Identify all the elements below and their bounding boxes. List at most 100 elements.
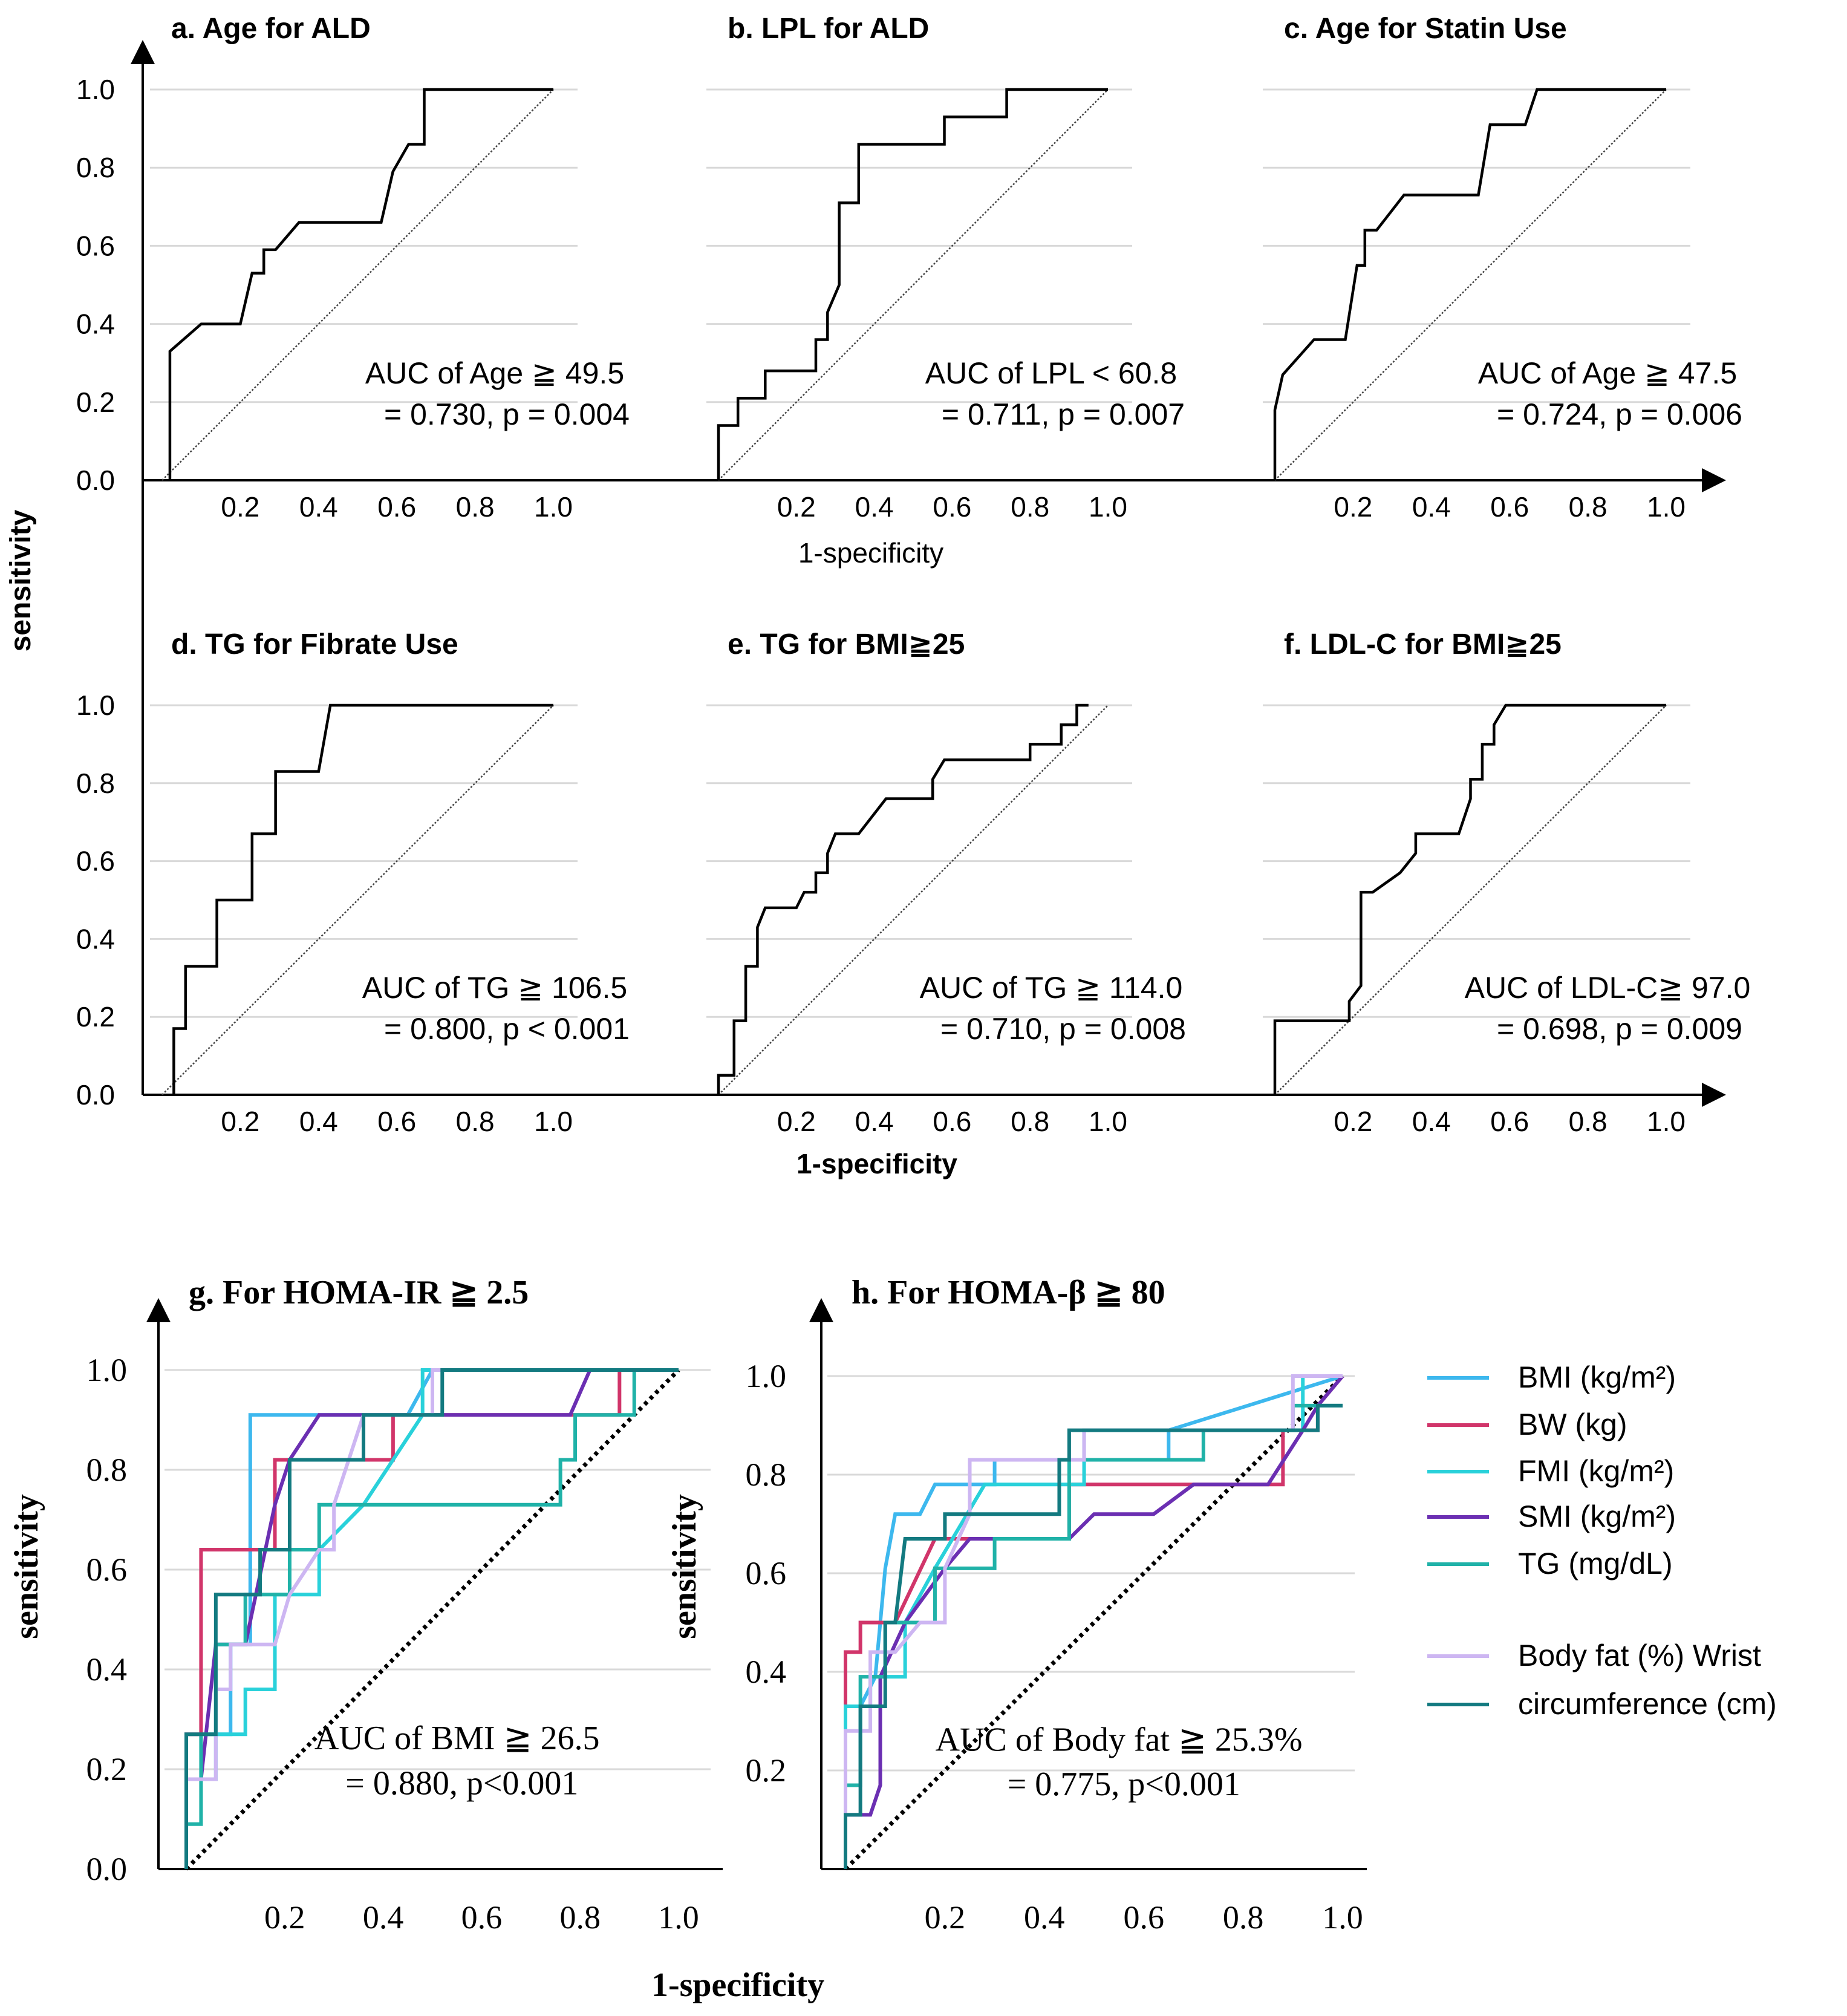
panel-title-c: c. Age for Statin Use <box>1284 13 1567 45</box>
legend-label-3: SMI (kg/m²) <box>1518 1499 1676 1533</box>
x-tick-b: 0.8 <box>1011 491 1049 523</box>
x-tick-g: 1.0 <box>658 1899 699 1936</box>
x-tick-d: 0.4 <box>299 1106 338 1137</box>
sensitivity-label-g: sensitivity <box>8 1494 45 1639</box>
x-tick-d: 1.0 <box>534 1106 573 1137</box>
y-tick-d: 0.0 <box>76 1079 115 1111</box>
y-tick-h: 0.4 <box>746 1654 787 1690</box>
y-tick-g: 0.8 <box>86 1452 128 1488</box>
x-tick-f: 0.6 <box>1490 1106 1529 1137</box>
y-tick-g: 0.4 <box>86 1651 128 1688</box>
auc-annotation-a: AUC of Age ≧ 49.5 <box>365 356 624 390</box>
roc-curve-c <box>1273 88 1666 480</box>
x-tick-h: 0.4 <box>1024 1899 1065 1936</box>
panel-title-b: b. LPL for ALD <box>728 13 929 45</box>
x-tick-d: 0.2 <box>221 1106 259 1137</box>
diagonal-e <box>718 705 1109 1095</box>
auc-stat-h: = 0.775, p<0.001 <box>1008 1766 1240 1803</box>
panel-title-f: f. LDL-C for BMI≧25 <box>1284 628 1562 661</box>
diagonal-b <box>718 89 1109 481</box>
x-tick-f: 0.8 <box>1569 1106 1608 1137</box>
y-tick-h: 0.8 <box>746 1457 787 1493</box>
diagonal-d <box>161 705 554 1095</box>
x-tick-h: 1.0 <box>1322 1899 1363 1936</box>
legend-label-5: Body fat (%) Wrist <box>1518 1639 1761 1672</box>
x-tick-a: 1.0 <box>534 491 573 523</box>
roc-curve-e <box>717 703 1089 1095</box>
x-tick-a: 0.6 <box>377 491 416 523</box>
x-tick-b: 0.4 <box>855 491 894 523</box>
x-tick-e: 0.2 <box>777 1106 816 1137</box>
diagonal-h <box>844 1374 1344 1871</box>
y-tick-d: 0.8 <box>76 768 115 799</box>
auc-annotation-e: AUC of TG ≧ 114.0 <box>920 971 1183 1005</box>
x-tick-a: 0.2 <box>221 491 259 523</box>
auc-stat-a: = 0.730, p = 0.004 <box>384 397 630 431</box>
x-tick-a: 0.8 <box>456 491 495 523</box>
x-tick-b: 1.0 <box>1089 491 1127 523</box>
x-tick-c: 0.6 <box>1490 491 1529 523</box>
x-tick-f: 0.2 <box>1334 1106 1372 1137</box>
auc-stat-e: = 0.710, p = 0.008 <box>940 1012 1186 1046</box>
x-tick-f: 0.4 <box>1412 1106 1451 1137</box>
x-tick-f: 1.0 <box>1647 1106 1686 1137</box>
x-tick-c: 0.4 <box>1412 491 1451 523</box>
legend-label-6: circumference (cm) <box>1518 1687 1777 1721</box>
roc-curve-f <box>1273 703 1666 1095</box>
auc-stat-f: = 0.698, p = 0.009 <box>1497 1012 1742 1046</box>
x-tick-h: 0.6 <box>1123 1899 1164 1936</box>
auc-stat-c: = 0.724, p = 0.006 <box>1497 397 1742 431</box>
auc-stat-g: = 0.880, p<0.001 <box>345 1764 578 1802</box>
x-tick-d: 0.8 <box>456 1106 495 1137</box>
diagonal-a <box>161 89 554 481</box>
x-tick-c: 0.2 <box>1334 491 1372 523</box>
roc-curve-d <box>172 703 553 1095</box>
y-tick-a: 0.4 <box>76 308 115 340</box>
diagonal-g <box>184 1368 680 1871</box>
xlabel-bottom: 1-specificity <box>651 1966 824 2004</box>
x-tick-b: 0.6 <box>933 491 971 523</box>
x-tick-h: 0.8 <box>1223 1899 1264 1936</box>
x-tick-g: 0.4 <box>363 1899 404 1936</box>
y-tick-d: 0.2 <box>76 1001 115 1032</box>
x-tick-e: 0.8 <box>1011 1106 1049 1137</box>
legend-label-1: BW (kg) <box>1518 1408 1627 1441</box>
roc-series-h-6 <box>844 1403 1343 1869</box>
x-tick-e: 1.0 <box>1089 1106 1127 1137</box>
sensitivity-label-h: sensitivity <box>666 1494 703 1639</box>
auc-annotation-d: AUC of TG ≧ 106.5 <box>362 971 627 1005</box>
y-tick-a: 0.2 <box>76 387 115 418</box>
legend-label-0: BMI (kg/m²) <box>1518 1360 1676 1394</box>
panel-title-g: g. For HOMA-IR ≧ 2.5 <box>189 1274 529 1311</box>
x-tick-d: 0.6 <box>377 1106 416 1137</box>
y-tick-a: 0.6 <box>76 230 115 261</box>
panel-title-d: d. TG for Fibrate Use <box>171 628 458 661</box>
auc-annotation-c: AUC of Age ≧ 47.5 <box>1478 356 1737 390</box>
y-tick-g: 0.2 <box>86 1751 128 1787</box>
y-tick-h: 0.2 <box>746 1752 787 1789</box>
x-tick-a: 0.4 <box>299 491 338 523</box>
roc-series-g-6 <box>184 1368 679 1869</box>
auc-annotation-f: AUC of LDL-C≧ 97.0 <box>1465 971 1751 1005</box>
legend-label-2: FMI (kg/m²) <box>1518 1454 1674 1488</box>
y-tick-g: 0.6 <box>86 1551 128 1588</box>
x-tick-c: 0.8 <box>1569 491 1608 523</box>
y-tick-g: 0.0 <box>86 1851 128 1887</box>
diagonal-f <box>1274 705 1667 1095</box>
xlabel-row2: 1-specificity <box>796 1148 957 1179</box>
y-tick-d: 0.4 <box>76 923 115 954</box>
auc-stat-b: = 0.711, p = 0.007 <box>942 397 1185 431</box>
x-tick-e: 0.4 <box>855 1106 894 1137</box>
y-tick-d: 0.6 <box>76 846 115 877</box>
y-tick-d: 1.0 <box>76 690 115 721</box>
diagonal-c <box>1274 89 1667 481</box>
y-tick-a: 0.8 <box>76 152 115 183</box>
xlabel-row1: 1-specificity <box>798 537 943 569</box>
legend-label-4: TG (mg/dL) <box>1518 1547 1673 1581</box>
x-tick-e: 0.6 <box>933 1106 971 1137</box>
y-tick-g: 1.0 <box>86 1352 128 1388</box>
x-tick-c: 1.0 <box>1647 491 1686 523</box>
x-tick-g: 0.2 <box>264 1899 305 1936</box>
panel-title-e: e. TG for BMI≧25 <box>728 628 965 661</box>
